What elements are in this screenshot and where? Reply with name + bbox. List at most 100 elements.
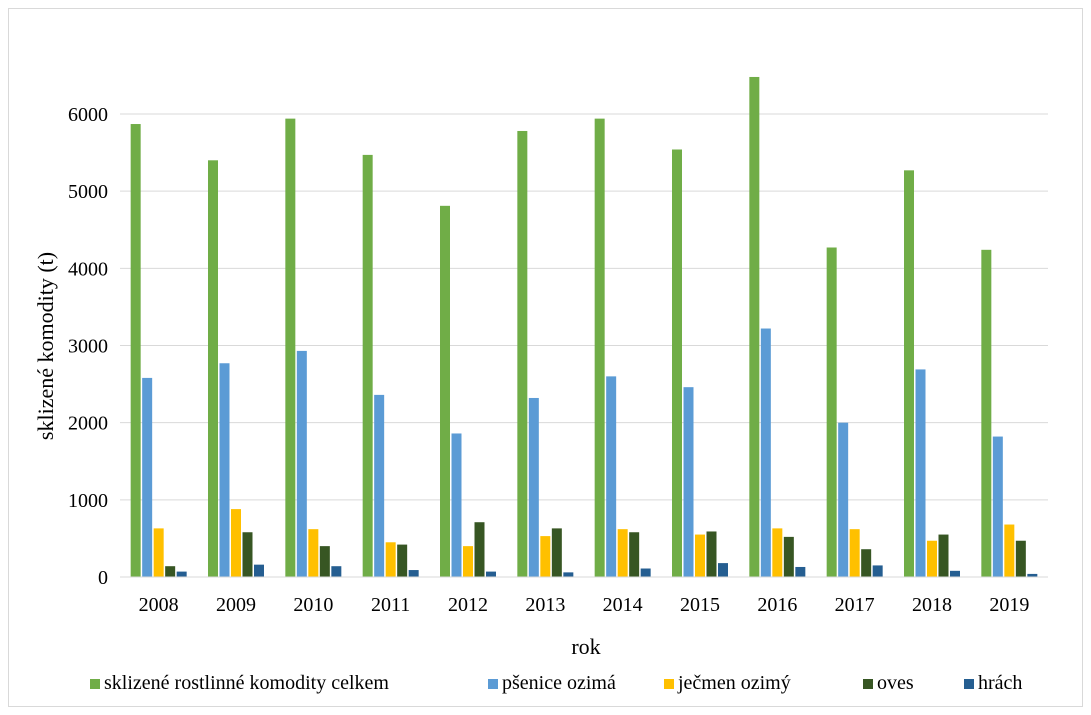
legend-item: pšenice ozimá: [488, 672, 616, 694]
bar: [563, 572, 574, 577]
x-tick-label: 2008: [139, 594, 179, 616]
x-tick-label: 2019: [989, 594, 1029, 616]
bar: [374, 394, 385, 577]
legend: sklizené rostlinné komodity celkem pšenic…: [90, 672, 1022, 694]
bars: [130, 76, 1038, 578]
bar: [242, 532, 253, 577]
bar: [838, 422, 849, 577]
x-tick-label: 2018: [912, 594, 952, 616]
bar: [397, 544, 408, 577]
bar: [594, 118, 605, 577]
bar: [915, 369, 926, 577]
bar: [992, 436, 1003, 577]
bar: [1027, 573, 1038, 577]
x-tick-label: 2010: [293, 594, 333, 616]
bar: [362, 154, 373, 578]
y-tick-label: 1000: [68, 490, 108, 512]
bar: [219, 363, 230, 577]
bar: [672, 149, 682, 577]
bar: [706, 531, 717, 577]
bar: [517, 130, 528, 577]
bar: [528, 397, 539, 577]
bar: [254, 564, 264, 577]
legend-swatch: [964, 679, 974, 689]
x-tick-label: 2012: [448, 594, 488, 616]
y-tick-label: 4000: [68, 258, 108, 280]
bar: [749, 76, 760, 578]
bar: [872, 565, 883, 577]
gridlines: [120, 113, 1048, 501]
legend-label: sklizené rostlinné komodity celkem: [104, 672, 389, 694]
bar: [861, 549, 872, 577]
bar: [981, 249, 992, 577]
bar: [474, 522, 485, 577]
bar: [629, 532, 640, 577]
legend-item: hrách: [964, 672, 1022, 694]
bar: [1015, 540, 1026, 577]
bar: [772, 528, 783, 577]
bar: [130, 124, 141, 577]
bar: [463, 546, 473, 577]
x-tick-label: 2017: [835, 594, 875, 616]
x-tick-label: 2011: [371, 594, 410, 616]
legend-swatch: [488, 679, 498, 689]
bar: [231, 509, 241, 577]
y-tick-label: 6000: [68, 104, 108, 126]
x-tick-label: 2014: [603, 594, 643, 616]
bar: [617, 529, 628, 577]
legend-item: sklizené rostlinné komodity celkem: [90, 672, 389, 694]
y-tick-label: 5000: [68, 181, 108, 203]
legend-label: ječmen ozimý: [677, 672, 791, 694]
x-tick-label: 2013: [525, 594, 565, 616]
bar: [950, 570, 960, 577]
bar: [683, 387, 694, 577]
legend-swatch: [664, 679, 674, 689]
bar: [849, 529, 860, 577]
legend-swatch: [90, 679, 100, 689]
bar: [783, 536, 794, 577]
legend-item: oves: [863, 672, 914, 694]
bar: [165, 566, 176, 577]
x-tick-label: 2015: [680, 594, 720, 616]
legend-label: pšenice ozimá: [502, 672, 616, 694]
legend-label: hrách: [978, 672, 1022, 694]
bar: [440, 205, 450, 577]
x-axis-title: rok: [571, 634, 600, 659]
bar: [296, 350, 307, 577]
bar: [153, 528, 164, 577]
bar: [904, 170, 914, 577]
bar: [551, 528, 562, 577]
bar: [208, 160, 218, 578]
legend-label: oves: [877, 672, 914, 694]
bar: [606, 376, 617, 577]
x-tick-label: 2016: [757, 594, 797, 616]
bar: [938, 534, 949, 577]
y-axis-ticks: 0 1000 2000 3000 4000 5000 6000: [68, 104, 108, 589]
bar: [640, 568, 651, 577]
bar: [176, 571, 187, 577]
bar: [540, 536, 551, 577]
bar: [385, 542, 396, 577]
y-tick-label: 0: [98, 567, 108, 589]
bar: [760, 328, 771, 577]
bar: [1004, 524, 1015, 577]
x-axis-ticks: 2008 2009 2010 2011 2012 2013 2014 2015 2016 2017…: [139, 594, 1030, 616]
legend-swatch: [863, 679, 873, 689]
bar: [795, 566, 806, 577]
chart-frame: [8, 8, 1083, 707]
x-tick-label: 2009: [216, 594, 256, 616]
bar: [486, 571, 496, 577]
bar: [408, 570, 419, 577]
bar: [142, 377, 153, 577]
y-tick-label: 2000: [68, 413, 108, 435]
legend-item: ječmen ozimý: [664, 672, 791, 694]
bar: [319, 546, 330, 577]
bar: [927, 540, 937, 577]
bar: [451, 433, 462, 577]
bar: [695, 534, 705, 577]
y-tick-label: 3000: [68, 336, 108, 358]
y-axis-title: sklizené komodity (t): [33, 252, 58, 440]
bar: [285, 118, 296, 577]
bar: [331, 566, 342, 577]
